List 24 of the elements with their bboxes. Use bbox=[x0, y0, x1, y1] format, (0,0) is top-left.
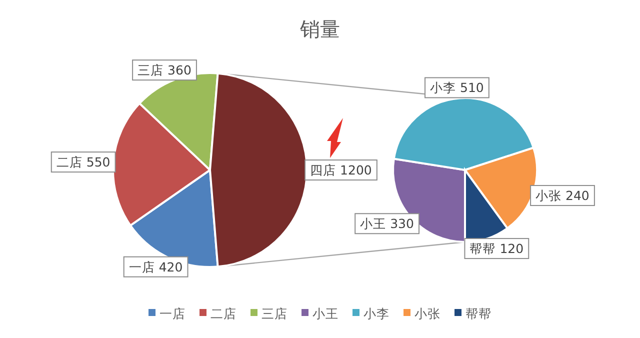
legend-label: 帮帮 bbox=[466, 306, 492, 321]
legend-label: 二店 bbox=[210, 306, 236, 321]
slice-label: 小李 bbox=[430, 80, 456, 96]
slice-label: 小王 bbox=[360, 216, 386, 232]
chart-title: 销量 bbox=[299, 17, 340, 41]
data-label: 420 bbox=[158, 259, 183, 274]
data-label: 330 bbox=[390, 216, 414, 232]
legend-label: 小王 bbox=[312, 306, 338, 321]
legend-label: 一店 bbox=[160, 306, 186, 321]
slice-label: 四店 bbox=[310, 162, 336, 178]
slice-label: 二店 bbox=[56, 154, 82, 170]
data-label: 120 bbox=[500, 241, 524, 256]
slice-label: 一店 bbox=[128, 259, 155, 274]
legend-label: 三店 bbox=[262, 306, 288, 321]
data-label: 510 bbox=[460, 80, 484, 96]
legend-label: 小李 bbox=[364, 306, 390, 321]
data-label: 550 bbox=[86, 154, 110, 170]
slice-label: 三店 bbox=[138, 62, 164, 78]
slice-label: 帮帮 bbox=[470, 241, 496, 256]
data-label: 240 bbox=[566, 188, 590, 204]
data-label: 1200 bbox=[340, 162, 372, 178]
legend-label: 小张 bbox=[414, 306, 440, 321]
slice-label: 小张 bbox=[536, 188, 562, 204]
data-label: 360 bbox=[168, 62, 192, 78]
